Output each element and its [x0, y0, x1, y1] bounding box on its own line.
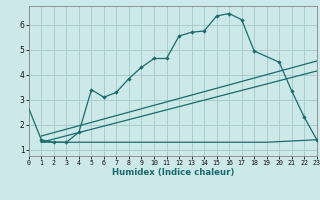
- X-axis label: Humidex (Indice chaleur): Humidex (Indice chaleur): [112, 168, 234, 177]
